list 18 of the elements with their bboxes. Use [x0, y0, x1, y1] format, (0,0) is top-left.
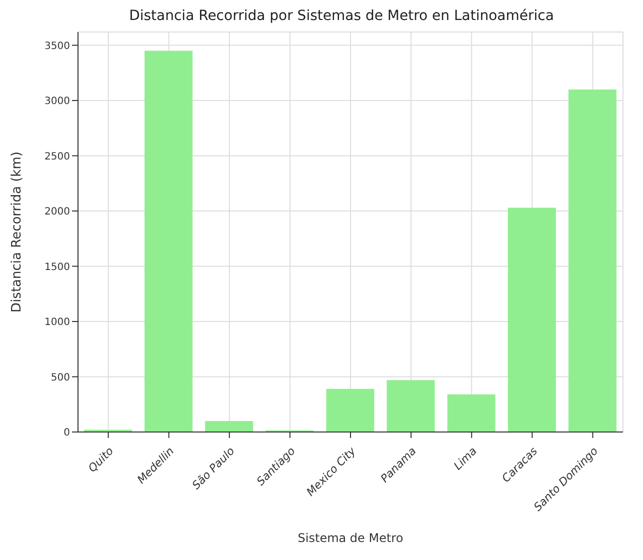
bar — [568, 89, 616, 432]
bar — [447, 394, 496, 432]
y-tick-label: 2500 — [44, 151, 70, 162]
bar — [205, 420, 254, 432]
y-axis-title: Distancia Recorrida (km) — [10, 152, 25, 312]
x-axis-title: Sistema de Metro — [298, 531, 404, 545]
bar — [386, 380, 435, 432]
y-tick-label: 2000 — [44, 206, 70, 218]
y-tick-label: 0 — [64, 428, 70, 439]
bar — [144, 50, 193, 432]
bar — [508, 208, 556, 432]
y-tick-label: 1000 — [44, 317, 70, 328]
y-tick-label: 3500 — [44, 40, 70, 52]
bar — [326, 388, 374, 432]
y-tick-label: 1500 — [44, 262, 70, 273]
y-tick-label: 3000 — [44, 96, 70, 108]
chart-title: Distancia Recorrida por Sistemas de Metro en Latinoamérica — [128, 8, 555, 24]
y-tick-label: 500 — [50, 372, 70, 384]
